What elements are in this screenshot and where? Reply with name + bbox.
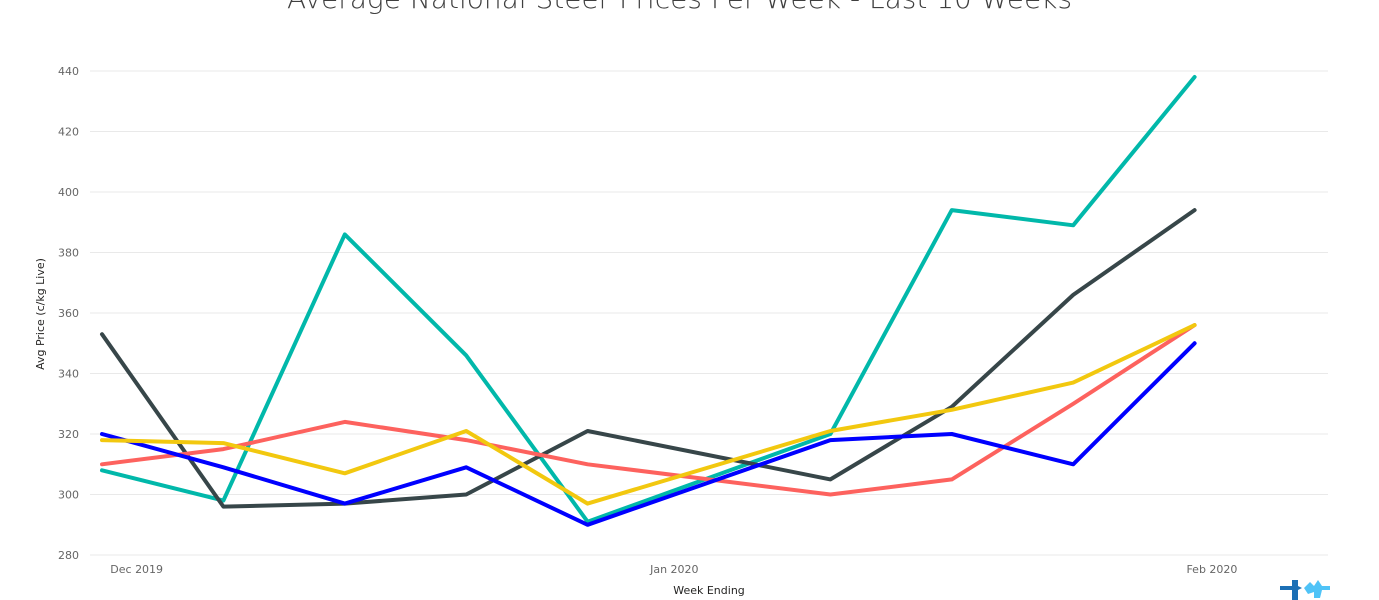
series-line-5 — [100, 323, 1197, 506]
x-axis-ticks: Dec 2019 Jan 2020 Feb 2020 — [110, 563, 1237, 576]
series-line-1 — [100, 75, 1197, 524]
y-tick-label: 380 — [58, 247, 79, 260]
x-axis-title: Week Ending — [673, 584, 745, 597]
y-tick-label: 420 — [58, 126, 79, 139]
series-line-4 — [100, 341, 1197, 527]
y-axis-ticks: 280 300 320 340 360 380 400 420 440 — [58, 65, 79, 562]
series-line-3 — [100, 323, 1197, 497]
brand-logo-icon — [1280, 580, 1330, 600]
series-line-2 — [100, 208, 1197, 509]
y-tick-label: 340 — [58, 368, 79, 381]
y-tick-label: 300 — [58, 489, 79, 502]
y-axis-title: Avg Price (c/kg Live) — [34, 258, 47, 370]
y-tick-label: 440 — [58, 65, 79, 78]
x-tick-label: Jan 2020 — [649, 563, 698, 576]
y-tick-label: 400 — [58, 186, 79, 199]
y-tick-label: 360 — [58, 307, 79, 320]
y-tick-label: 320 — [58, 428, 79, 441]
series-lines — [100, 75, 1197, 527]
chart-title: Average National Steer Prices Per Week -… — [0, 0, 1359, 15]
x-tick-label: Dec 2019 — [110, 563, 163, 576]
x-tick-label: Feb 2020 — [1186, 563, 1237, 576]
y-tick-label: 280 — [58, 549, 79, 562]
